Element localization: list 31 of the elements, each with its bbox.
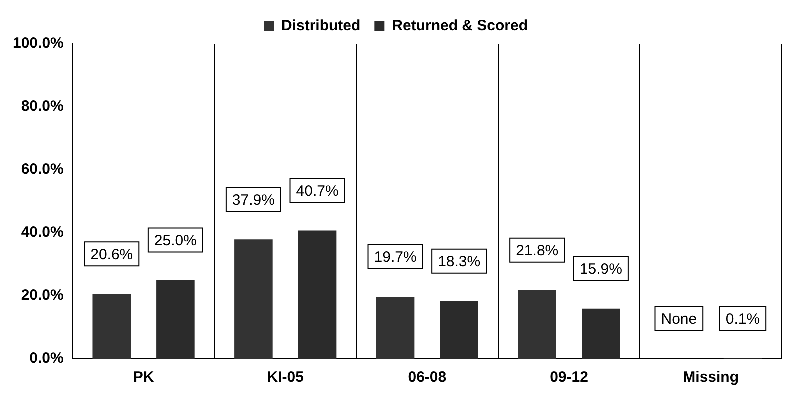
bar bbox=[298, 230, 337, 359]
bar bbox=[518, 290, 556, 359]
data-label: 37.9% bbox=[232, 192, 275, 209]
data-label: 40.7% bbox=[296, 182, 339, 200]
bar bbox=[582, 308, 620, 359]
data-label: 25.0% bbox=[154, 232, 197, 250]
bar bbox=[440, 301, 478, 359]
x-tick-label: PK bbox=[133, 369, 154, 386]
x-tick-label: 06-08 bbox=[408, 369, 447, 386]
text: None bbox=[661, 311, 698, 328]
bar bbox=[376, 296, 415, 359]
y-tick-label: 40.0% bbox=[21, 224, 64, 242]
y-tick-label: 60.0% bbox=[21, 161, 64, 178]
bar bbox=[234, 240, 273, 359]
data-label: 18.3% bbox=[438, 253, 481, 270]
y-tick-label: 0.0% bbox=[30, 350, 64, 368]
y-tick-label: 100.0% bbox=[13, 35, 64, 52]
y-tick-label: 80.0% bbox=[21, 98, 64, 116]
legend-label: Distributed bbox=[281, 18, 361, 35]
data-label: 15.9% bbox=[580, 261, 622, 278]
data-label: 19.7% bbox=[374, 249, 417, 266]
data-label: 20.6% bbox=[90, 246, 134, 264]
y-tick-label: 20.0% bbox=[21, 287, 64, 304]
bar bbox=[156, 280, 195, 359]
bar bbox=[92, 294, 132, 359]
x-tick-label: Missing bbox=[683, 369, 740, 386]
x-tick-label: KI-05 bbox=[267, 369, 304, 386]
legend-label: Returned & Scored bbox=[392, 18, 528, 35]
data-label: 0.1% bbox=[726, 310, 760, 328]
data-label: 21.8% bbox=[516, 242, 559, 260]
x-tick-label: 09-12 bbox=[550, 369, 588, 386]
